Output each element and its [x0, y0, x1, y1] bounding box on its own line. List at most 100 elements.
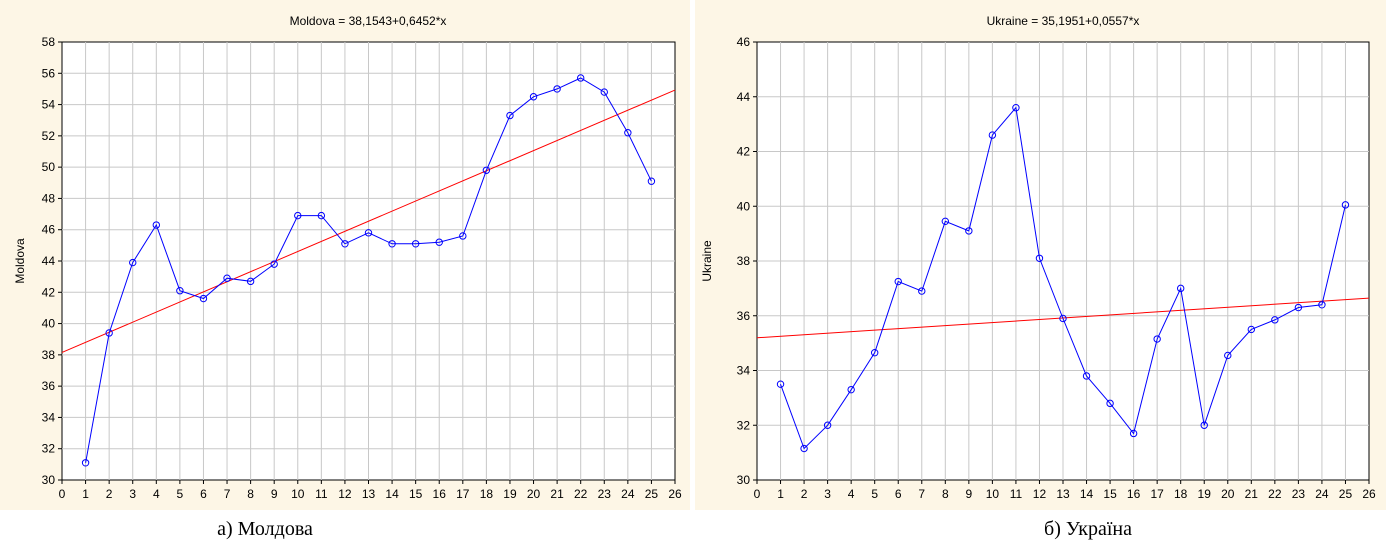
x-tick-label: 12 [338, 487, 352, 501]
data-point [847, 385, 855, 394]
x-tick-label: 15 [1103, 487, 1117, 501]
data-point [364, 229, 373, 237]
x-tick-label: 25 [1339, 487, 1353, 501]
x-tick-label: 23 [598, 487, 612, 501]
x-tick-label: 0 [754, 487, 761, 501]
y-tick-label: 42 [737, 145, 751, 159]
y-tick-label: 32 [737, 418, 751, 432]
x-tick-label: 5 [177, 487, 184, 501]
x-tick-label: 18 [1174, 487, 1188, 501]
y-tick-label: 44 [42, 254, 56, 268]
series-line [780, 106, 1346, 450]
data-point [870, 349, 879, 357]
data-point [246, 277, 255, 286]
x-tick-label: 24 [1315, 487, 1329, 501]
data-point [576, 74, 585, 82]
data-point [1224, 351, 1232, 360]
x-tick-label: 3 [824, 487, 831, 501]
x-tick-label: 8 [247, 487, 254, 501]
data-point [529, 93, 538, 101]
y-tick-label: 40 [42, 317, 56, 331]
data-point [600, 88, 608, 96]
data-point [1247, 325, 1256, 334]
data-point [1035, 254, 1044, 262]
chart-caption: б) Україна [1044, 518, 1132, 540]
x-tick-label: 13 [1056, 487, 1070, 501]
data-point [941, 217, 950, 226]
y-tick-label: 38 [42, 348, 56, 362]
data-point [1176, 284, 1185, 293]
x-tick-label: 20 [527, 487, 541, 501]
y-tick-label: 56 [42, 66, 56, 80]
data-point [965, 227, 973, 235]
data-point [388, 240, 396, 248]
data-point [411, 240, 420, 248]
data-point [482, 166, 491, 174]
x-tick-label: 2 [801, 487, 808, 501]
y-tick-label: 46 [42, 223, 56, 237]
x-tick-label: 10 [291, 487, 305, 501]
x-tick-label: 5 [871, 487, 878, 501]
x-tick-label: 9 [966, 487, 973, 501]
data-point [988, 131, 997, 139]
trend-line-group [61, 89, 676, 353]
data-point [81, 459, 90, 467]
data-point [506, 111, 514, 120]
x-axis-ticks: 0 1 2 3 4 5 6 7 8 9 10 11 12 13 14 15 16 17 18 19 20 21 22 23 24… [59, 480, 682, 501]
x-tick-label: 6 [895, 487, 902, 501]
data-point [1341, 201, 1350, 209]
y-tick-label: 36 [737, 309, 751, 323]
y-axis-label: Moldova [13, 238, 27, 284]
y-tick-label: 46 [737, 35, 751, 49]
data-point [1318, 301, 1326, 309]
data-point [199, 294, 208, 303]
x-tick-label: 16 [1127, 487, 1141, 501]
x-tick-label: 4 [153, 487, 160, 501]
grid [62, 42, 675, 480]
y-axis-ticks: 30 32 34 36 38 40 42 44 46 [737, 35, 757, 487]
x-tick-label: 15 [409, 487, 423, 501]
x-tick-label: 20 [1221, 487, 1235, 501]
x-tick-label: 22 [1268, 487, 1282, 501]
data-point [1106, 399, 1114, 408]
y-tick-label: 54 [42, 98, 56, 112]
x-tick-label: 2 [106, 487, 113, 501]
x-tick-label: 7 [918, 487, 925, 501]
chart-title: Ukraine = 35,1951+0,0557*x [987, 14, 1140, 28]
data-point [435, 238, 443, 246]
data-point [800, 444, 808, 453]
data-point [1059, 314, 1067, 323]
data-point [553, 85, 561, 93]
y-tick-label: 50 [42, 160, 56, 174]
y-axis-label: Ukraine [700, 240, 714, 282]
x-tick-label: 6 [200, 487, 207, 501]
x-axis-ticks: 0 1 2 3 4 5 6 7 8 9 10 11 12 13 14 15 16 17 18 19 20 21 22 23 24… [754, 480, 1376, 501]
data-point [459, 232, 467, 240]
y-tick-label: 30 [737, 473, 751, 487]
x-tick-label: 11 [315, 487, 328, 501]
x-tick-label: 23 [1292, 487, 1306, 501]
data-point [152, 221, 161, 229]
data-point [1129, 429, 1138, 438]
data-point [129, 258, 137, 267]
data-point [1271, 316, 1279, 324]
data-point [176, 287, 184, 295]
x-tick-label: 13 [362, 487, 376, 501]
data-point [823, 421, 832, 429]
grid [757, 42, 1369, 480]
data-point [105, 329, 113, 337]
data-point [776, 380, 785, 388]
x-tick-label: 7 [224, 487, 231, 501]
x-tick-label: 26 [668, 487, 682, 501]
x-tick-label: 14 [1080, 487, 1094, 501]
data-point [647, 177, 656, 185]
data-point [270, 260, 278, 268]
series-line [85, 77, 652, 463]
x-tick-label: 18 [480, 487, 494, 501]
x-tick-label: 22 [574, 487, 588, 501]
x-tick-label: 11 [1010, 487, 1023, 501]
data-point [317, 211, 326, 220]
